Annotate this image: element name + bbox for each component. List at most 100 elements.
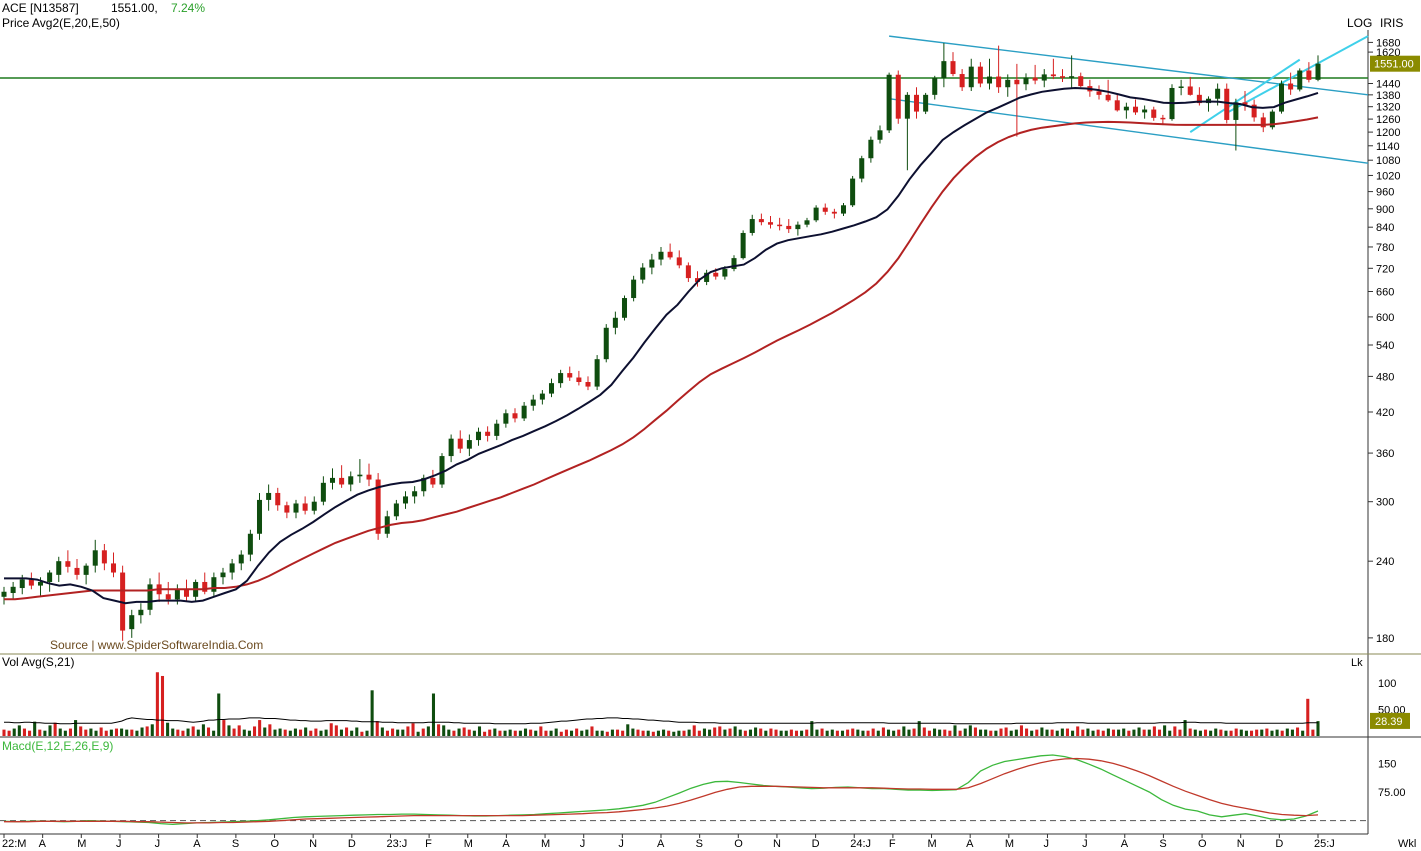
candle-body <box>521 405 527 419</box>
volume-bar <box>467 729 471 736</box>
candle-body <box>1315 63 1321 80</box>
volume-bar <box>820 728 824 736</box>
volume-bar <box>1004 727 1008 736</box>
volume-bar <box>1086 728 1090 736</box>
panel-frames <box>0 30 1421 835</box>
candle-body <box>439 456 445 485</box>
volume-bar <box>104 730 108 736</box>
volume-bar <box>840 730 845 736</box>
volume-bar <box>656 730 660 736</box>
candle-body <box>1251 104 1257 118</box>
volume-value-tag-text: 28.39 <box>1375 716 1403 728</box>
volume-bar <box>667 730 671 736</box>
volume-bar <box>1137 727 1141 736</box>
volume-bar <box>743 730 747 736</box>
volume-bar <box>201 724 205 736</box>
volume-bar <box>933 728 937 736</box>
log-scale-toggle[interactable]: LOG <box>1347 16 1372 30</box>
candle-body <box>959 74 965 88</box>
price-tick-label: 1260 <box>1376 114 1400 126</box>
volume-bar <box>963 728 967 736</box>
volume-bar <box>84 729 88 736</box>
candle-body <box>996 76 1002 88</box>
candle-body <box>229 563 235 573</box>
candle-body <box>1123 106 1129 111</box>
volume-bar <box>876 730 880 736</box>
candle-body <box>731 258 737 270</box>
volume-bar <box>1234 728 1238 736</box>
volume-bar <box>1296 727 1300 736</box>
volume-bar <box>738 729 742 736</box>
volume-bar <box>800 730 804 736</box>
volume-bar <box>1244 730 1248 736</box>
candle-body <box>1224 88 1230 120</box>
volume-bar <box>263 727 267 736</box>
volume-bar <box>166 722 170 736</box>
volume-bar <box>621 730 625 736</box>
candle-body <box>621 298 628 318</box>
candle-body <box>603 327 609 360</box>
volume-bar <box>702 728 706 736</box>
volume-bar <box>1198 730 1202 736</box>
volume-bar <box>365 730 369 736</box>
volume-bar <box>74 720 78 736</box>
volume-value-tag <box>1370 712 1410 729</box>
volume-bar <box>498 730 502 736</box>
ema50-line <box>4 116 1319 601</box>
candle-body <box>56 561 62 575</box>
last-price-tag-text: 1551.00 <box>1374 59 1414 71</box>
candle-body <box>466 440 472 449</box>
volume-bar <box>1055 730 1059 736</box>
volume-bar <box>779 730 783 736</box>
iris-brand-label: IRIS <box>1380 16 1403 30</box>
candle-body <box>1114 100 1120 111</box>
volume-bar <box>237 725 241 736</box>
volume-bar <box>728 728 732 736</box>
volume-bar <box>447 729 451 736</box>
volume-bar <box>922 727 926 736</box>
candle-body <box>977 66 983 84</box>
candle-body <box>412 491 418 497</box>
volume-bar <box>396 729 400 736</box>
time-tick-label: N <box>309 838 317 850</box>
volume-bar <box>508 729 512 736</box>
volume-bar <box>442 725 446 736</box>
volume-bar <box>1040 727 1044 736</box>
candle-body <box>138 609 144 616</box>
candle-body <box>430 477 436 485</box>
volume-bar <box>569 730 574 736</box>
volume-bar <box>830 729 834 736</box>
price-tick-label: 1320 <box>1376 102 1400 114</box>
volume-bar <box>1290 729 1294 736</box>
volume-bar <box>938 729 942 736</box>
candle-body <box>649 259 655 268</box>
time-tick-label: J <box>116 838 122 850</box>
candle-body <box>904 94 910 119</box>
volume-bar <box>866 730 870 736</box>
volume-bar <box>304 727 308 736</box>
time-tick-label: M <box>464 838 473 850</box>
volume-bar <box>907 729 911 736</box>
candle-body <box>804 220 810 225</box>
volume-bar <box>651 731 655 736</box>
volume-tick-label: 100 <box>1378 678 1396 690</box>
candle-body <box>777 224 783 227</box>
candle-body <box>1132 106 1139 113</box>
candle-body <box>485 431 491 436</box>
candle-body <box>968 66 974 88</box>
period-weekly-label[interactable]: Wkl <box>1398 838 1416 850</box>
price-tick-label: 660 <box>1376 286 1394 298</box>
candle-body <box>1050 74 1056 77</box>
volume-bar <box>943 729 947 736</box>
candle-body <box>704 272 710 282</box>
volume-bar <box>406 726 410 736</box>
candle-body <box>877 130 883 140</box>
volume-bar <box>63 730 67 736</box>
candle-body <box>366 474 372 480</box>
time-tick-label: D <box>812 838 820 850</box>
volume-bar <box>1239 729 1243 736</box>
volume-bar <box>672 731 676 736</box>
volume-bar <box>677 730 681 736</box>
volume-bar <box>590 726 594 736</box>
